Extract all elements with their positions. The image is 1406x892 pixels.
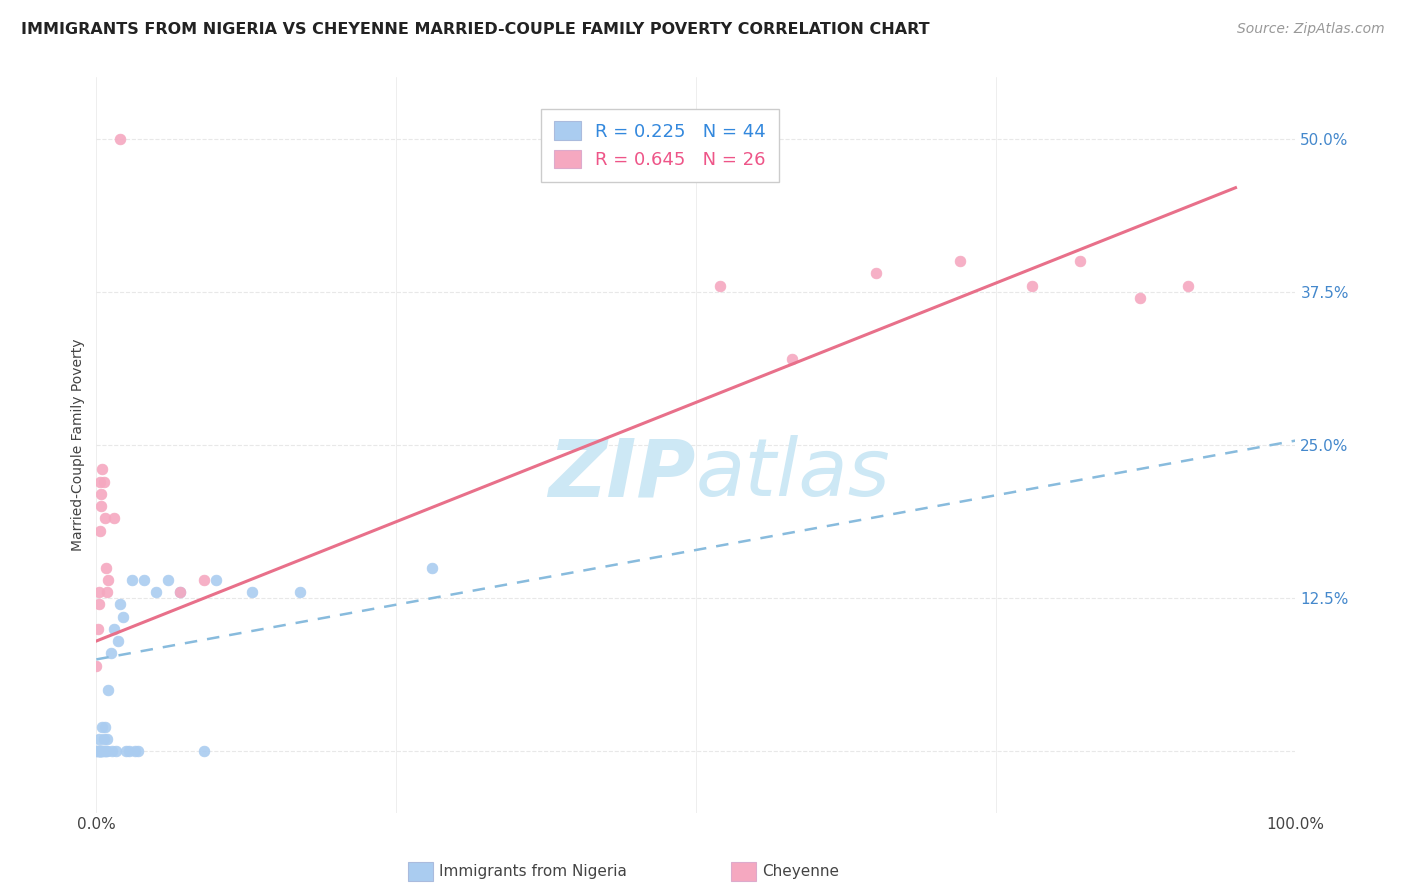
Point bbox=[1177, 278, 1199, 293]
Point bbox=[101, 744, 124, 758]
Point bbox=[91, 744, 114, 758]
Point bbox=[1129, 291, 1152, 305]
Point bbox=[87, 744, 110, 758]
Point bbox=[97, 683, 120, 698]
Point bbox=[110, 131, 132, 145]
Point bbox=[96, 585, 118, 599]
Point bbox=[100, 646, 122, 660]
Point bbox=[121, 573, 143, 587]
Point bbox=[87, 744, 110, 758]
Point bbox=[103, 511, 125, 525]
Point bbox=[93, 475, 115, 489]
Point bbox=[89, 744, 111, 758]
Point bbox=[111, 609, 134, 624]
Point bbox=[145, 585, 167, 599]
Point bbox=[134, 573, 156, 587]
Point bbox=[193, 573, 215, 587]
Point bbox=[93, 744, 115, 758]
Point bbox=[90, 487, 112, 501]
Text: Cheyenne: Cheyenne bbox=[762, 864, 839, 879]
Point bbox=[93, 732, 115, 747]
Text: ZIP: ZIP bbox=[548, 435, 696, 514]
Point bbox=[91, 462, 114, 476]
Point bbox=[96, 732, 118, 747]
Point bbox=[86, 744, 108, 758]
Point bbox=[124, 744, 146, 758]
Point bbox=[420, 560, 443, 574]
Point bbox=[94, 744, 117, 758]
Point bbox=[107, 634, 129, 648]
Point bbox=[93, 744, 115, 758]
Point bbox=[89, 524, 111, 538]
Legend: R = 0.225   N = 44, R = 0.645   N = 26: R = 0.225 N = 44, R = 0.645 N = 26 bbox=[541, 109, 779, 181]
Text: atlas: atlas bbox=[696, 435, 890, 514]
Point bbox=[240, 585, 263, 599]
Point bbox=[93, 720, 115, 734]
Point bbox=[89, 744, 111, 758]
Point bbox=[91, 744, 114, 758]
Point bbox=[865, 267, 887, 281]
Point bbox=[91, 720, 114, 734]
Point bbox=[93, 511, 115, 525]
Point bbox=[169, 585, 191, 599]
Point bbox=[86, 658, 108, 673]
Point bbox=[87, 597, 110, 611]
Text: Immigrants from Nigeria: Immigrants from Nigeria bbox=[439, 864, 627, 879]
Point bbox=[127, 744, 149, 758]
Point bbox=[157, 573, 180, 587]
Text: IMMIGRANTS FROM NIGERIA VS CHEYENNE MARRIED-COUPLE FAMILY POVERTY CORRELATION CH: IMMIGRANTS FROM NIGERIA VS CHEYENNE MARR… bbox=[21, 22, 929, 37]
Point bbox=[94, 560, 117, 574]
Point bbox=[1021, 278, 1043, 293]
Point bbox=[89, 744, 111, 758]
Point bbox=[949, 254, 972, 268]
Point bbox=[193, 744, 215, 758]
Y-axis label: Married-Couple Family Poverty: Married-Couple Family Poverty bbox=[72, 339, 86, 551]
Point bbox=[290, 585, 312, 599]
Point bbox=[86, 744, 108, 758]
Point bbox=[169, 585, 191, 599]
Point bbox=[709, 278, 731, 293]
Point bbox=[90, 744, 112, 758]
Point bbox=[104, 744, 127, 758]
Point bbox=[103, 622, 125, 636]
Point bbox=[1069, 254, 1091, 268]
Point bbox=[90, 500, 112, 514]
Point bbox=[87, 732, 110, 747]
Point bbox=[96, 744, 118, 758]
Point bbox=[780, 352, 803, 367]
Point bbox=[90, 744, 112, 758]
Point bbox=[115, 744, 138, 758]
Point bbox=[86, 622, 108, 636]
Point bbox=[86, 744, 108, 758]
Point bbox=[97, 573, 120, 587]
Point bbox=[110, 597, 132, 611]
Point bbox=[86, 744, 108, 758]
Point bbox=[87, 585, 110, 599]
Point bbox=[89, 475, 111, 489]
Point bbox=[118, 744, 141, 758]
Point bbox=[205, 573, 228, 587]
Text: Source: ZipAtlas.com: Source: ZipAtlas.com bbox=[1237, 22, 1385, 37]
